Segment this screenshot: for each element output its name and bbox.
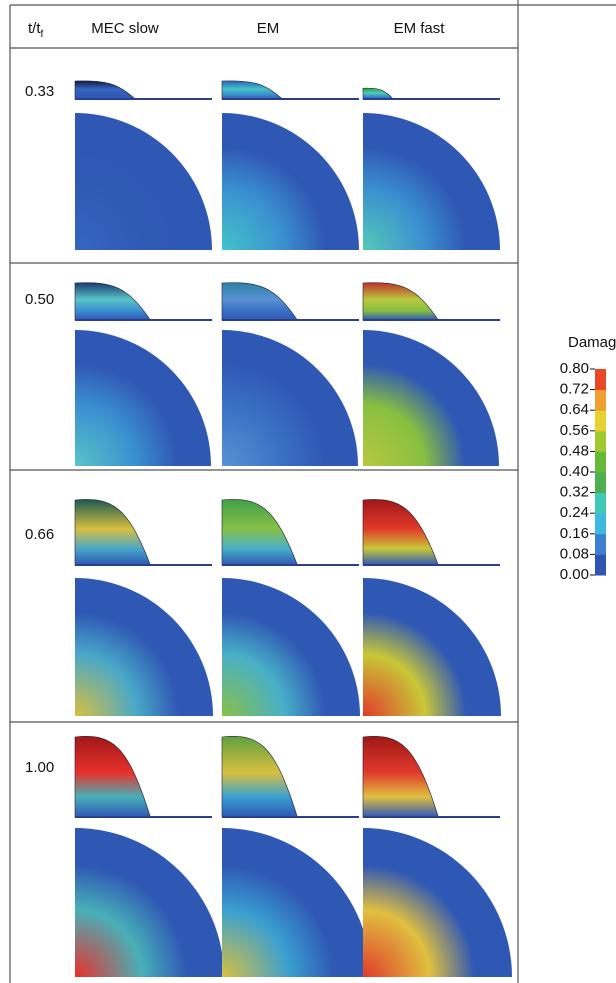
- profile: [74, 736, 151, 818]
- row-label: 1.00: [25, 759, 54, 776]
- profile: [74, 499, 151, 566]
- colorbar-tick-label: 0.32: [560, 484, 589, 501]
- colorbar-segment: [595, 533, 606, 555]
- quarter-disk: [363, 113, 500, 250]
- colorbar-tick-label: 0.72: [560, 381, 589, 398]
- colorbar-tick-label: 0.80: [560, 360, 589, 377]
- column-header: MEC slow: [91, 20, 159, 37]
- profile: [362, 282, 439, 321]
- profile: [362, 499, 439, 566]
- colorbar-tick-label: 0.40: [560, 463, 589, 480]
- quarter-disk: [75, 330, 211, 466]
- colorbar-tick-label: 0.64: [560, 401, 589, 418]
- quarter-disk: [363, 330, 499, 466]
- colorbar-tick-label: 0.08: [560, 545, 589, 562]
- colorbar-tick-label: 0.48: [560, 442, 589, 459]
- colorbar-segment: [595, 430, 606, 452]
- quarter-disk: [75, 578, 213, 716]
- row-label: 0.33: [25, 83, 54, 100]
- quarter-disk: [75, 828, 224, 977]
- colorbar-tick-label: 0.00: [560, 566, 589, 583]
- profile: [362, 87, 394, 100]
- colorbar-tick-label: 0.16: [560, 525, 589, 542]
- profile: [221, 736, 298, 818]
- row-label: 0.66: [25, 526, 54, 543]
- profile: [362, 736, 439, 818]
- colorbar-segment: [595, 513, 606, 535]
- row-label: 0.50: [25, 291, 54, 308]
- colorbar-title: Damage: [568, 334, 616, 351]
- column-header: EM: [257, 20, 280, 37]
- quarter-disk: [363, 578, 501, 716]
- profile: [221, 499, 298, 566]
- colorbar-segment: [595, 410, 606, 432]
- colorbar-segment: [595, 369, 606, 391]
- profile: [221, 80, 284, 100]
- time-label: t/t: [28, 20, 41, 37]
- quarter-disk: [222, 330, 358, 466]
- colorbar-tick-label: 0.56: [560, 422, 589, 439]
- column-header: EM fast: [394, 20, 446, 37]
- quarter-disk: [222, 113, 359, 250]
- colorbar-segment: [595, 554, 606, 576]
- time-subscript: f: [41, 29, 44, 40]
- colorbar-segment: [595, 451, 606, 473]
- profile: [74, 80, 137, 100]
- quarter-disk: [363, 828, 512, 977]
- profile: [221, 282, 298, 321]
- colorbar-tick-label: 0.24: [560, 504, 589, 521]
- colorbar-segment: [595, 492, 606, 514]
- quarter-disk: [75, 113, 212, 250]
- colorbar-segment: [595, 472, 606, 494]
- profile: [74, 282, 151, 321]
- quarter-disk: [222, 828, 371, 977]
- colorbar-segment: [595, 389, 606, 411]
- quarter-disk: [222, 578, 360, 716]
- time-header: t/tf: [28, 20, 44, 40]
